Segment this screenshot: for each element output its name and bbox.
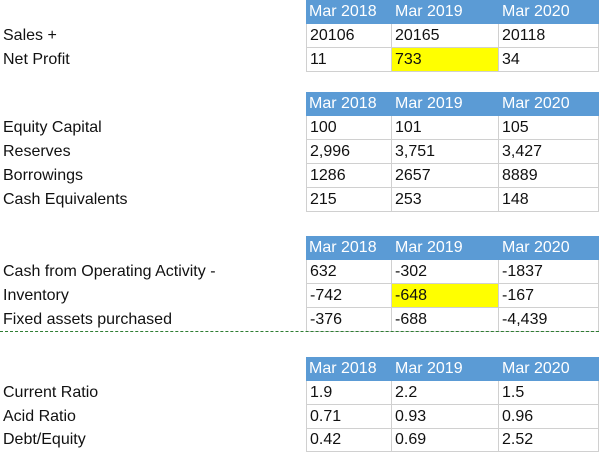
cell-borrowings-mar-2020[interactable]: 8889: [499, 164, 599, 188]
cell-inventory-mar-2019-highlighted[interactable]: -648: [392, 284, 499, 308]
header-cell-mar-2018[interactable]: Mar 2018: [306, 92, 392, 116]
cell-equity-capital-mar-2019[interactable]: 101: [392, 116, 499, 140]
row-label-acid-ratio[interactable]: Acid Ratio: [3, 408, 76, 425]
cell-borrowings-mar-2018[interactable]: 1286: [306, 164, 392, 188]
header-cell-mar-2019[interactable]: Mar 2019: [392, 0, 499, 24]
cell-current-ratio-mar-2018[interactable]: 1.9: [306, 381, 392, 405]
cell-inventory-mar-2018[interactable]: -742: [306, 284, 392, 308]
cell-acid-ratio-mar-2019[interactable]: 0.93: [392, 405, 499, 429]
cell-borrowings-mar-2019[interactable]: 2657: [392, 164, 499, 188]
row-label-net-profit[interactable]: Net Profit: [3, 51, 70, 68]
header-cell-mar-2020[interactable]: Mar 2020: [499, 92, 599, 116]
header-cell-mar-2019[interactable]: Mar 2019: [392, 236, 499, 260]
cell-reserves-mar-2018[interactable]: 2,996: [306, 140, 392, 164]
header-cell-mar-2018[interactable]: Mar 2018: [306, 0, 392, 24]
cell-net-profit-mar-2019-highlighted[interactable]: 733: [392, 48, 499, 72]
cell-acid-ratio-mar-2018[interactable]: 0.71: [306, 405, 392, 429]
cell-sales-mar-2019[interactable]: 20165: [392, 24, 499, 48]
cell-cash-equivalents-mar-2020[interactable]: 148: [499, 188, 599, 212]
cell-current-ratio-mar-2019[interactable]: 2.2: [392, 381, 499, 405]
row-label-borrowings[interactable]: Borrowings: [3, 167, 84, 184]
header-cell-mar-2020[interactable]: Mar 2020: [499, 0, 599, 24]
cell-net-profit-mar-2020[interactable]: 34: [499, 48, 599, 72]
row-label-debt-equity[interactable]: Debt/Equity: [3, 431, 86, 448]
cell-equity-capital-mar-2020[interactable]: 105: [499, 116, 599, 140]
cell-equity-capital-mar-2018[interactable]: 100: [306, 116, 392, 140]
cell-acid-ratio-mar-2020[interactable]: 0.96: [499, 405, 599, 429]
row-label-cash-from-operating-activity[interactable]: Cash from Operating Activity -: [3, 263, 216, 280]
cell-debt-equity-mar-2018[interactable]: 0.42: [306, 428, 392, 452]
cell-fixed-assets-mar-2020[interactable]: -4,439: [499, 308, 599, 332]
cell-fixed-assets-mar-2019[interactable]: -688: [392, 308, 499, 332]
row-label-sales[interactable]: Sales +: [3, 27, 57, 44]
cell-inventory-mar-2020[interactable]: -167: [499, 284, 599, 308]
header-cell-mar-2019[interactable]: Mar 2019: [392, 357, 499, 381]
cell-cfo-mar-2019[interactable]: -302: [392, 260, 499, 284]
cell-reserves-mar-2020[interactable]: 3,427: [499, 140, 599, 164]
cell-cfo-mar-2018[interactable]: 632: [306, 260, 392, 284]
header-cell-mar-2020[interactable]: Mar 2020: [499, 236, 599, 260]
cell-cash-equivalents-mar-2018[interactable]: 215: [306, 188, 392, 212]
cell-fixed-assets-mar-2018[interactable]: -376: [306, 308, 392, 332]
cell-reserves-mar-2019[interactable]: 3,751: [392, 140, 499, 164]
row-label-inventory[interactable]: Inventory: [3, 287, 69, 304]
row-label-current-ratio[interactable]: Current Ratio: [3, 384, 99, 401]
cell-net-profit-mar-2018[interactable]: 11: [306, 48, 392, 72]
row-label-equity-capital[interactable]: Equity Capital: [3, 119, 102, 136]
cell-current-ratio-mar-2020[interactable]: 1.5: [499, 381, 599, 405]
row-label-fixed-assets-purchased[interactable]: Fixed assets purchased: [3, 311, 172, 328]
cell-debt-equity-mar-2020[interactable]: 2.52: [499, 428, 599, 452]
cell-cfo-mar-2020[interactable]: -1837: [499, 260, 599, 284]
cell-debt-equity-mar-2019[interactable]: 0.69: [392, 428, 499, 452]
header-cell-mar-2019[interactable]: Mar 2019: [392, 92, 499, 116]
row-label-cash-equivalents[interactable]: Cash Equivalents: [3, 191, 128, 208]
header-cell-mar-2018[interactable]: Mar 2018: [306, 357, 392, 381]
cell-sales-mar-2018[interactable]: 20106: [306, 24, 392, 48]
cell-sales-mar-2020[interactable]: 20118: [499, 24, 599, 48]
page-break-separator: [0, 331, 599, 332]
row-label-reserves[interactable]: Reserves: [3, 143, 71, 160]
header-cell-mar-2020[interactable]: Mar 2020: [499, 357, 599, 381]
cell-cash-equivalents-mar-2019[interactable]: 253: [392, 188, 499, 212]
header-cell-mar-2018[interactable]: Mar 2018: [306, 236, 392, 260]
